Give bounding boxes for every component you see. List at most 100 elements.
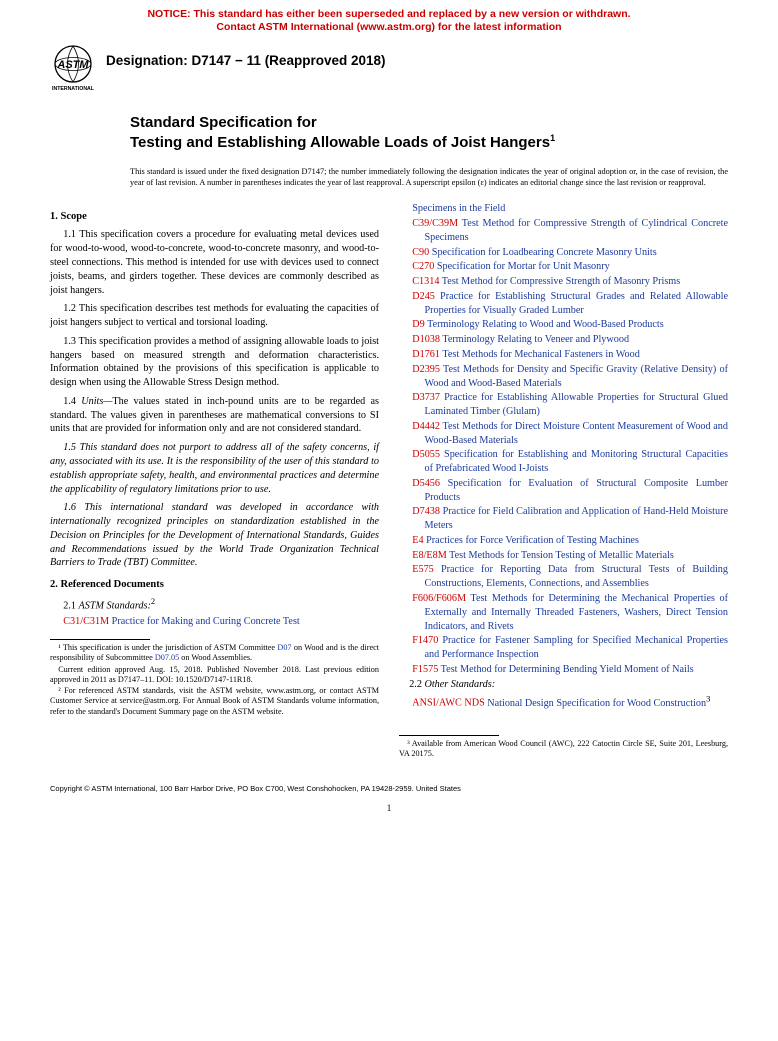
para-2-1-super: 2 xyxy=(151,596,155,606)
ref-item: D1038 Terminology Relating to Veneer and… xyxy=(412,333,728,347)
ref-item: C270 Specification for Mortar for Unit M… xyxy=(412,260,728,274)
para-1-4-lead: 1.4 xyxy=(63,396,81,407)
para-2-1-label: ASTM Standards: xyxy=(79,601,151,612)
ref-title: Practice for Reporting Data from Structu… xyxy=(424,564,728,589)
notice-banner: NOTICE: This standard has either been su… xyxy=(0,0,778,38)
para-1-4: 1.4 Units—The values stated in inch-poun… xyxy=(50,395,379,436)
ref-title: Test Methods for Tension Testing of Meta… xyxy=(447,550,674,561)
ref-title: Specification for Loadbearing Concrete M… xyxy=(429,247,656,258)
para-1-2: 1.2 This specification describes test me… xyxy=(50,302,379,330)
ref-item: D4442 Test Methods for Direct Moisture C… xyxy=(412,420,728,448)
ref-title: Specification for Evaluation of Structur… xyxy=(424,478,728,503)
ref-code-link[interactable]: D245 xyxy=(412,291,435,302)
ref-code-link[interactable]: D2395 xyxy=(412,364,440,375)
title-block: Standard Specification for Testing and E… xyxy=(0,92,778,159)
ref-code-link[interactable]: F1575 xyxy=(412,664,438,675)
footnote-link-d07[interactable]: D07 xyxy=(277,643,291,652)
ref-title: Practice for Establishing Allowable Prop… xyxy=(424,392,728,417)
ref-code-link[interactable]: D4442 xyxy=(412,421,440,432)
ref-code-link[interactable]: F606/F606M xyxy=(412,593,466,604)
ref-title: Practice for Establishing Structural Gra… xyxy=(424,291,728,316)
notice-line1: NOTICE: This standard has either been su… xyxy=(147,8,630,20)
notice-line2: Contact ASTM International (www.astm.org… xyxy=(216,21,561,33)
para-1-1: 1.1 This specification covers a procedur… xyxy=(50,228,379,297)
ref-code-link[interactable]: ANSI/AWC NDS xyxy=(412,698,484,709)
ref-item: C90 Specification for Loadbearing Concre… xyxy=(412,246,728,260)
para-1-6: 1.6 This international standard was deve… xyxy=(50,501,379,570)
ref-code-link[interactable]: C1314 xyxy=(412,276,439,287)
ref-code-link[interactable]: C39/C39M xyxy=(412,218,458,229)
para-2-1-lead: 2.1 xyxy=(63,601,78,612)
ref-code-link[interactable]: E4 xyxy=(412,535,423,546)
ref-item: E4 Practices for Force Verification of T… xyxy=(412,534,728,548)
body-columns: 1. Scope 1.1 This specification covers a… xyxy=(0,202,778,760)
para-1-4-units: Units— xyxy=(81,396,112,407)
title-prefix: Standard Specification for xyxy=(130,114,317,131)
issuance-note: This standard is issued under the fixed … xyxy=(0,159,778,203)
title: Standard Specification for Testing and E… xyxy=(130,114,728,153)
ref-title: Test Method for Compressive Strength of … xyxy=(424,218,728,243)
ref-title: Specification for Establishing and Monit… xyxy=(424,449,728,474)
ref-title: Practice for Fastener Sampling for Speci… xyxy=(424,635,728,660)
ref-title: Test Methods for Determining the Mechani… xyxy=(424,593,728,632)
ref-item: F1575 Test Method for Determining Bendin… xyxy=(412,663,728,677)
ref-code-link[interactable]: E575 xyxy=(412,564,434,575)
ref-title: Practice for Making and Curing Concrete … xyxy=(112,616,300,627)
ref-list-other: ANSI/AWC NDS National Design Specificati… xyxy=(399,693,728,710)
para-2-2-lead: 2.2 xyxy=(409,679,424,690)
para-2-2-label: Other Standards: xyxy=(424,679,495,690)
copyright: Copyright © ASTM International, 100 Barr… xyxy=(0,760,778,796)
ref-title: Test Methods for Density and Specific Gr… xyxy=(424,364,728,389)
ref-title: Test Method for Determining Bending Yiel… xyxy=(438,664,693,675)
footnote-3: ³ Available from American Wood Council (… xyxy=(399,739,728,760)
footnote-rule xyxy=(399,735,499,736)
ref-code-link[interactable]: D5055 xyxy=(412,449,440,460)
ref-title: Terminology Relating to Wood and Wood-Ba… xyxy=(425,319,664,330)
ref-code-link[interactable]: D1761 xyxy=(412,349,440,360)
header: ASTM INTERNATIONAL Designation: D7147 − … xyxy=(0,38,778,92)
ref-item: C39/C39M Test Method for Compressive Str… xyxy=(412,217,728,245)
ref-code-link[interactable]: D9 xyxy=(412,319,424,330)
ref-title: Practices for Force Verification of Test… xyxy=(424,535,639,546)
ref-title: Practice for Field Calibration and Appli… xyxy=(424,506,728,531)
para-1-3: 1.3 This specification provides a method… xyxy=(50,335,379,390)
title-super: 1 xyxy=(550,133,555,143)
ref-code-link[interactable]: E8/E8M xyxy=(412,550,447,561)
ref-code-link[interactable]: D7438 xyxy=(412,506,440,517)
ref-code-link[interactable]: D1038 xyxy=(412,334,440,345)
svg-text:ASTM: ASTM xyxy=(56,59,89,71)
svg-text:INTERNATIONAL: INTERNATIONAL xyxy=(52,86,95,92)
ref-item: ANSI/AWC NDS National Design Specificati… xyxy=(412,693,728,710)
astm-logo: ASTM INTERNATIONAL xyxy=(50,44,96,92)
para-2-1: 2.1 ASTM Standards:2 xyxy=(50,596,379,613)
ref-list-right: C39/C39M Test Method for Compressive Str… xyxy=(399,217,728,677)
ref-title: Test Methods for Mechanical Fasteners in… xyxy=(440,349,640,360)
footnote-2: ² For referenced ASTM standards, visit t… xyxy=(50,686,379,717)
footnotes-right: ³ Available from American Wood Council (… xyxy=(399,739,728,760)
ref-item: D5055 Specification for Establishing and… xyxy=(412,448,728,476)
ref-item: C31/C31M Practice for Making and Curing … xyxy=(63,615,379,629)
footnote-1b: Current edition approved Aug. 15, 2018. … xyxy=(50,665,379,686)
ref-code-link[interactable]: F1470 xyxy=(412,635,438,646)
ref-code-link[interactable]: C90 xyxy=(412,247,429,258)
para-2-2: 2.2 Other Standards: xyxy=(399,678,728,692)
ref-code-link[interactable]: D3737 xyxy=(412,392,440,403)
left-column: 1. Scope 1.1 This specification covers a… xyxy=(50,202,379,760)
ref-title: Test Method for Compressive Strength of … xyxy=(439,276,680,287)
right-column: Specimens in the Field C39/C39M Test Met… xyxy=(399,202,728,760)
ref-title: Terminology Relating to Veneer and Plywo… xyxy=(440,334,629,345)
ref-title: Test Methods for Direct Moisture Content… xyxy=(424,421,728,446)
ref-code-link[interactable]: C31/C31M xyxy=(63,616,109,627)
ref-item: D3737 Practice for Establishing Allowabl… xyxy=(412,391,728,419)
footnote-link-d0705[interactable]: D07.05 xyxy=(155,653,179,662)
ref-code-link[interactable]: D5456 xyxy=(412,478,440,489)
ref-item: D245 Practice for Establishing Structura… xyxy=(412,290,728,318)
ref-item: D2395 Test Methods for Density and Speci… xyxy=(412,363,728,391)
ref-item: C1314 Test Method for Compressive Streng… xyxy=(412,275,728,289)
ref-item: F1470 Practice for Fastener Sampling for… xyxy=(412,634,728,662)
ref-title: National Design Specification for Wood C… xyxy=(487,698,710,709)
footnotes-left: ¹ This specification is under the jurisd… xyxy=(50,643,379,717)
ref-code-link[interactable]: C270 xyxy=(412,261,434,272)
ref-continuation: Specimens in the Field xyxy=(399,202,728,216)
footnote-1: ¹ This specification is under the jurisd… xyxy=(50,643,379,664)
